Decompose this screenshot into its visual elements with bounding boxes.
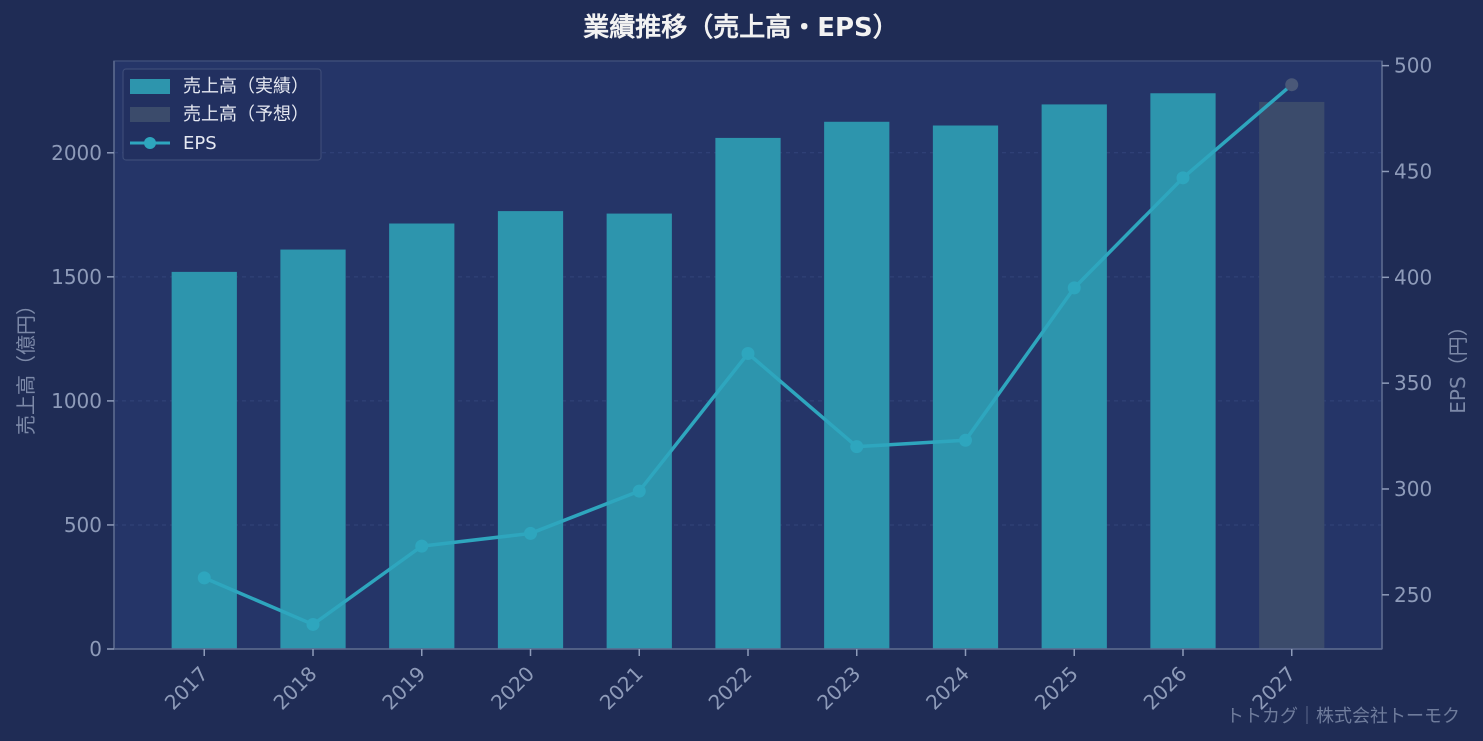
bar-2022 [715,137,781,650]
y-tick-label: 1500 [51,265,102,289]
legend-label-eps: EPS [183,133,217,154]
y2-axis-title: EPS（円） [1446,316,1470,413]
bar-2027 [1259,101,1325,649]
y-tick-label: 2000 [51,141,102,165]
bar-2017 [171,271,237,649]
x-tick-label: 2026 [1139,662,1192,715]
y-tick-label: 0 [89,637,102,661]
x-tick-label: 2018 [269,662,322,715]
bar-2018 [280,249,346,650]
y-tick-label: 1000 [51,389,102,413]
eps-point-2024 [958,433,972,447]
x-tick-label: 2025 [1030,662,1083,715]
x-tick-label: 2019 [377,662,430,715]
y2-tick-label: 500 [1394,54,1432,78]
eps-point-2019 [415,539,429,553]
y2-tick-label: 450 [1394,159,1432,183]
x-tick-label: 2017 [160,662,213,715]
bar-2019 [389,223,455,649]
legend-swatch-forecast [130,107,170,122]
legend-swatch-actual [130,79,170,94]
x-tick-label: 2023 [812,662,865,715]
bar-2020 [497,211,564,650]
x-tick-label: 2021 [595,662,648,715]
x-tick-label: 2022 [704,662,757,715]
legend: 売上高（実績） 売上高（予想） EPS [122,68,322,161]
eps-line [197,78,1299,631]
eps-point-2023 [850,440,864,454]
legend-label-actual: 売上高（実績） [183,76,309,97]
eps-point-2027 [1285,78,1299,92]
y-tick-label: 500 [64,513,102,537]
bar-2024 [932,125,999,649]
y2-tick-label: 350 [1394,371,1432,395]
y-axis-title: 売上高（億円） [14,295,38,435]
eps-point-2026 [1176,171,1190,185]
eps-point-2021 [632,484,646,498]
eps-point-2022 [741,347,755,361]
eps-point-2017 [197,571,211,585]
y2-tick-label: 250 [1394,583,1432,607]
eps-point-2020 [524,526,538,540]
y2-tick-label: 300 [1394,477,1432,501]
x-tick-label: 2024 [921,662,974,715]
legend-label-forecast: 売上高（予想） [183,104,309,125]
y2-tick-label: 400 [1394,265,1432,289]
bar-2021 [606,213,672,649]
chart-title: 業績推移（売上高・EPS） [583,12,899,43]
legend-swatch-eps-marker [144,137,156,149]
bar-2023 [824,121,890,650]
footer-credit: トトカグ｜株式会社トーモク [1226,706,1460,727]
legend-box [122,68,322,161]
eps-point-2018 [306,617,320,631]
eps-point-2025 [1067,281,1081,295]
x-tick-label: 2020 [486,662,539,715]
bar-2026 [1150,93,1216,649]
bar-2025 [1041,104,1107,649]
